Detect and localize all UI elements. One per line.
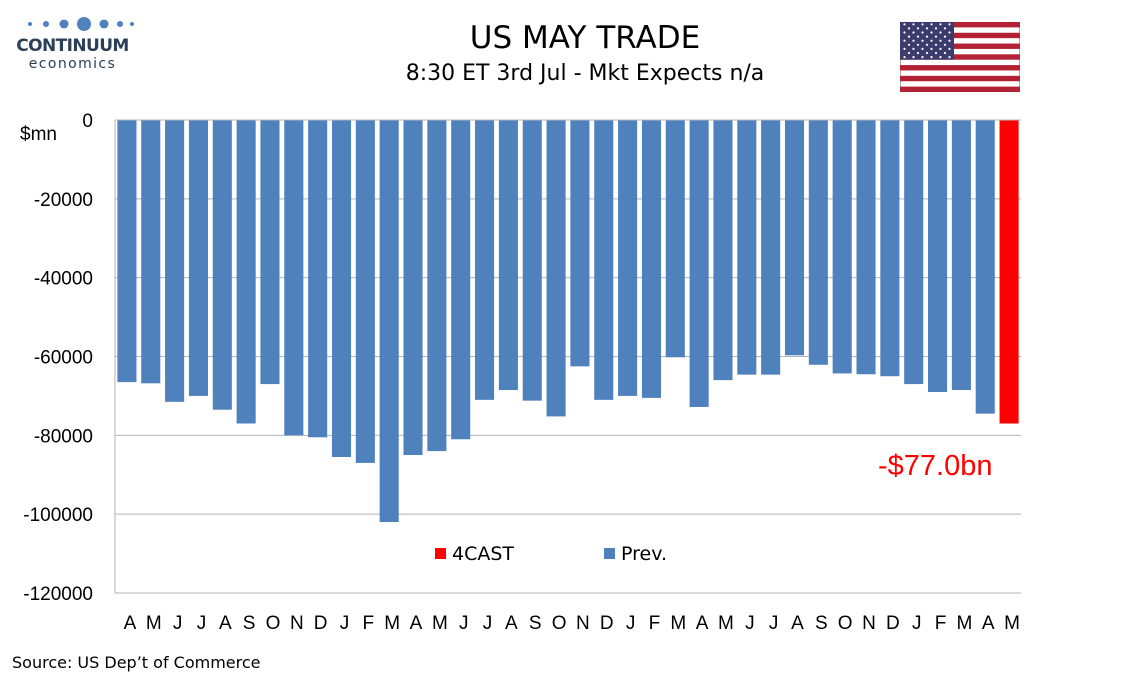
y-tick-label: 0 — [82, 111, 93, 132]
x-tick-label: N — [290, 613, 304, 634]
y-tick-label: -60000 — [34, 348, 93, 369]
chart-title: US MAY TRADE — [469, 20, 701, 56]
bar — [451, 120, 471, 440]
bar — [188, 120, 208, 396]
x-tick-label: M — [1004, 613, 1020, 634]
y-tick-label: -120000 — [23, 584, 93, 605]
x-tick-label: J — [483, 613, 493, 634]
bar — [379, 120, 399, 523]
x-tick-label: M — [432, 613, 448, 634]
x-tick-label: M — [670, 613, 686, 634]
x-tick-label: J — [173, 613, 183, 634]
x-tick-label: S — [243, 613, 256, 634]
x-tick-label: N — [862, 613, 876, 634]
x-tick-label: D — [600, 613, 614, 634]
x-tick-label: J — [197, 613, 207, 634]
brand-subname: economics — [28, 56, 117, 72]
x-tick-label: S — [529, 613, 542, 634]
x-tick-label: O — [838, 613, 853, 634]
x-tick-label: O — [266, 613, 281, 634]
bar — [665, 120, 685, 358]
bar — [880, 120, 900, 377]
bar — [475, 120, 495, 400]
bar — [546, 120, 566, 417]
bar — [522, 120, 542, 401]
bar — [331, 120, 352, 458]
legend-label: Prev. — [621, 543, 667, 565]
bar — [618, 120, 638, 396]
bar — [713, 120, 733, 381]
bar — [236, 120, 256, 424]
legend-label: 4CAST — [452, 543, 514, 565]
x-tick-label: J — [912, 613, 922, 634]
x-tick-label: A — [791, 613, 804, 634]
x-tick-label: A — [124, 613, 137, 634]
bar — [856, 120, 876, 375]
x-tick-label: D — [314, 613, 328, 634]
legend-swatch — [604, 548, 615, 559]
bar — [594, 120, 614, 400]
bar — [928, 120, 948, 392]
x-tick-label: S — [815, 613, 828, 634]
x-tick-label: M — [384, 613, 400, 634]
bar — [761, 120, 781, 375]
x-tick-label: F — [649, 613, 661, 634]
x-tick-label: A — [219, 613, 232, 634]
bar — [689, 120, 709, 407]
x-tick-label: J — [626, 613, 636, 634]
bar — [284, 120, 304, 436]
logo-dots-icon — [28, 17, 134, 31]
bar — [355, 120, 375, 463]
source-note: Source: US Dep’t of Commerce — [12, 653, 261, 672]
x-tick-label: A — [982, 613, 995, 634]
x-tick-label: A — [410, 613, 423, 634]
x-tick-label: M — [718, 613, 734, 634]
bar — [641, 120, 661, 398]
bar — [975, 120, 995, 414]
bar — [117, 120, 137, 383]
bar — [212, 120, 232, 410]
bar — [498, 120, 518, 391]
x-tick-label: F — [935, 613, 947, 634]
x-tick-label: J — [340, 613, 350, 634]
x-tick-label: M — [956, 613, 972, 634]
bar — [141, 120, 161, 384]
bar — [308, 120, 328, 438]
forecast-bar — [999, 120, 1019, 424]
bar — [832, 120, 852, 374]
bar — [403, 120, 423, 456]
legend-swatch — [435, 548, 446, 559]
y-tick-label: -20000 — [34, 190, 93, 211]
y-tick-label: -40000 — [34, 269, 93, 290]
x-tick-label: J — [769, 613, 779, 634]
bar — [808, 120, 828, 365]
bar — [737, 120, 757, 375]
x-tick-label: D — [886, 613, 900, 634]
chart-subtitle: 8:30 ET 3rd Jul - Mkt Expects n/a — [405, 61, 765, 86]
x-tick-label: A — [696, 613, 709, 634]
y-tick-label: -100000 — [23, 505, 93, 526]
forecast-annotation: -$77.0bn — [878, 450, 993, 482]
x-tick-label: J — [459, 613, 469, 634]
x-tick-label: J — [745, 613, 755, 634]
x-tick-label: O — [552, 613, 567, 634]
bar — [951, 120, 971, 391]
x-tick-label: A — [505, 613, 518, 634]
us-flag-icon — [900, 22, 1020, 92]
bar — [904, 120, 924, 385]
brand-name: CONTINUUM — [16, 36, 129, 56]
x-tick-label: M — [146, 613, 162, 634]
y-tick-label: -80000 — [34, 426, 93, 447]
bar — [784, 120, 805, 356]
x-tick-label: N — [576, 613, 590, 634]
bar — [427, 120, 447, 452]
bar — [570, 120, 590, 367]
bar — [165, 120, 185, 402]
brand-logo: CONTINUUM economics — [10, 14, 135, 76]
x-tick-label: F — [363, 613, 375, 634]
bar — [260, 120, 280, 385]
y-axis-label: $mn — [20, 124, 57, 145]
